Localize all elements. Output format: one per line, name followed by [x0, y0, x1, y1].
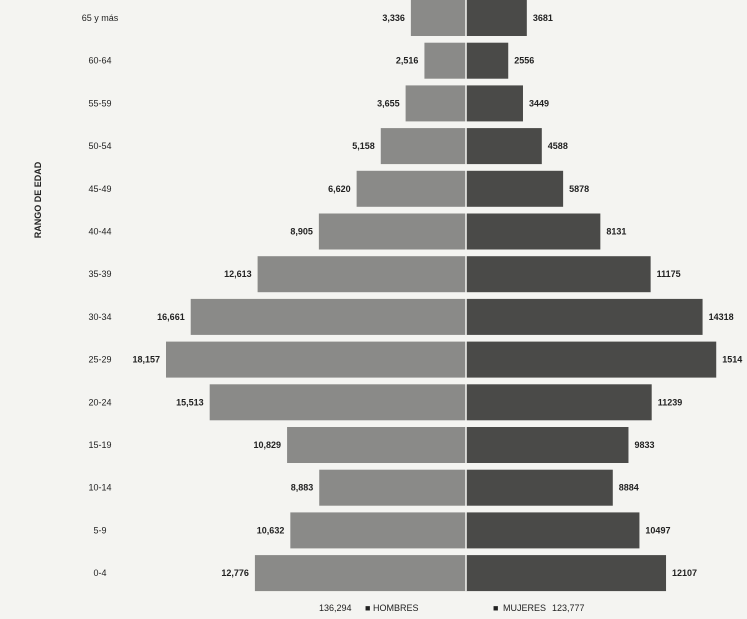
bar-men [257, 256, 466, 293]
value-label-women: 1514 [722, 355, 742, 365]
tick-label: 40-44 [88, 227, 111, 237]
tick-label: 20-24 [88, 397, 111, 407]
bar-men [380, 128, 466, 165]
tick-label: 25-29 [88, 355, 111, 365]
value-label-women: 14318 [709, 312, 734, 322]
tick-label: 0-4 [93, 568, 106, 578]
value-label-men: 12,776 [221, 568, 249, 578]
bar-men [410, 0, 466, 36]
bar-women [466, 42, 509, 79]
bar-women [466, 298, 703, 335]
value-label-women: 11175 [657, 269, 681, 279]
bar-women [466, 256, 651, 293]
bar-women [466, 512, 640, 549]
value-label-men: 16,661 [157, 312, 185, 322]
legend: 136,294 ■ HOMBRES ■ MUJERES 123,777 [319, 603, 585, 613]
bar-men [356, 170, 466, 207]
value-label-men: 2,516 [396, 56, 419, 66]
legend-women-total: 123,777 [552, 603, 585, 613]
chart-marks: 65 y más 3,336 3681 60-64 2,516 2556 55-59 3,65… [82, 0, 742, 592]
value-label-men: 18,157 [132, 355, 160, 365]
bar-men [166, 341, 466, 378]
legend-women-marker: ■ [493, 603, 498, 613]
tick-label: 65 y más [82, 13, 119, 23]
y-axis-label: RANGO DE EDAD [33, 161, 43, 238]
bar-men [319, 469, 466, 506]
value-label-women: 2556 [514, 56, 534, 66]
value-label-women: 10497 [645, 525, 670, 535]
value-label-women: 12107 [672, 568, 697, 578]
legend-men-total: 136,294 [319, 603, 352, 613]
value-label-women: 8131 [606, 227, 626, 237]
bar-men [405, 85, 466, 122]
bar-men [424, 42, 466, 79]
tick-label: 10-14 [88, 483, 111, 493]
tick-label: 30-34 [88, 312, 111, 322]
tick-label: 15-19 [88, 440, 111, 450]
legend-men-label: HOMBRES [373, 603, 419, 613]
bar-men [290, 512, 466, 549]
bar-women [466, 85, 523, 122]
value-label-men: 8,883 [291, 483, 314, 493]
value-label-women: 11239 [658, 397, 683, 407]
bar-women [466, 170, 564, 207]
bar-women [466, 213, 601, 250]
bar-men [209, 384, 466, 421]
value-label-women: 3681 [533, 13, 553, 23]
value-label-men: 3,655 [377, 98, 400, 108]
tick-label: 35-39 [88, 269, 111, 279]
bar-women [466, 427, 629, 463]
tick-label: 55-59 [88, 98, 111, 108]
value-label-men: 12,613 [224, 269, 252, 279]
tick-label: 60-64 [88, 56, 111, 66]
bar-men [254, 555, 466, 592]
bar-men [190, 298, 466, 335]
bar-women [466, 469, 613, 506]
bar-women [466, 128, 542, 165]
tick-label: 50-54 [88, 141, 111, 151]
tick-label: 5-9 [93, 525, 106, 535]
bar-women [466, 384, 652, 421]
value-label-men: 10,632 [257, 525, 285, 535]
value-label-women: 9833 [634, 440, 654, 450]
value-label-women: 8884 [619, 483, 639, 493]
tick-label: 45-49 [88, 184, 111, 194]
value-label-women: 4588 [548, 141, 568, 151]
value-label-women: 5878 [569, 184, 589, 194]
legend-men-marker: ■ [365, 603, 370, 613]
value-label-men: 10,829 [254, 440, 282, 450]
bar-women [466, 555, 667, 592]
value-label-men: 8,905 [290, 227, 313, 237]
bar-men [318, 213, 466, 250]
bar-women [466, 0, 527, 36]
value-label-women: 3449 [529, 98, 549, 108]
legend-women-label: MUJERES [503, 603, 546, 613]
value-label-men: 15,513 [176, 397, 204, 407]
bar-men [287, 427, 466, 463]
value-label-men: 5,158 [352, 141, 375, 151]
value-label-men: 3,336 [382, 13, 405, 23]
value-label-men: 6,620 [328, 184, 351, 194]
bar-women [466, 341, 717, 378]
